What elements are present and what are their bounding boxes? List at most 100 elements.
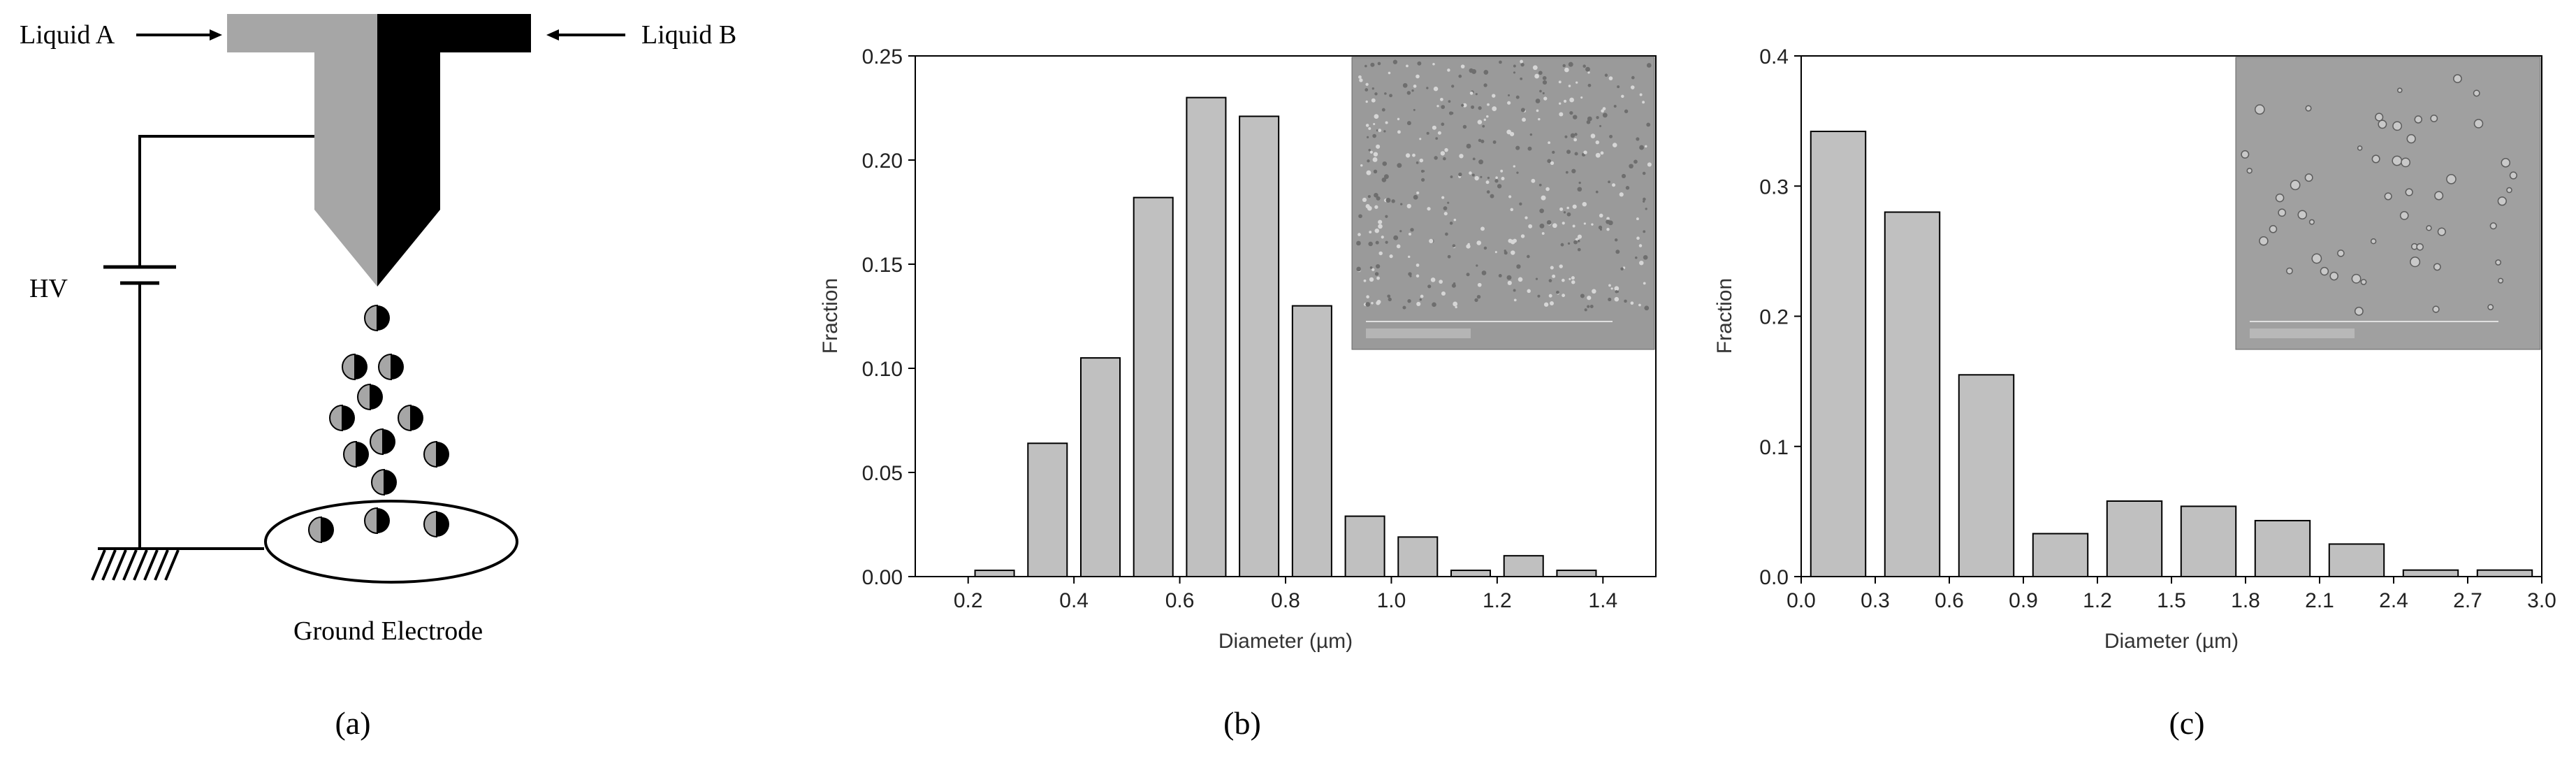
- sem-particle: [2304, 173, 2313, 182]
- sem-particle: [1615, 290, 1618, 294]
- sem-particle: [1420, 169, 1425, 173]
- sem-particle: [1485, 180, 1490, 185]
- sem-particle: [1572, 204, 1577, 209]
- sem-particle: [1383, 130, 1386, 133]
- sem-particle: [1372, 157, 1378, 162]
- sem-particle: [1447, 201, 1450, 204]
- sem-particle: [1441, 291, 1446, 296]
- sem-particle: [1492, 94, 1496, 98]
- sem-particle: [2405, 188, 2413, 196]
- sem-particle: [1393, 235, 1399, 240]
- sem-particle: [1374, 228, 1379, 233]
- sem-particle: [1372, 133, 1376, 138]
- sem-particle: [1413, 85, 1417, 88]
- chart-c-xtick-label: 2.7: [2453, 589, 2482, 612]
- chart-c-ytick-label: 0.3: [1759, 175, 1789, 198]
- sem-particle: [1448, 100, 1451, 103]
- sem-particle: [1638, 244, 1643, 247]
- sem-particle: [1564, 135, 1568, 138]
- sem-particle: [1392, 59, 1398, 64]
- sem-particle: [1542, 92, 1545, 94]
- sem-particle: [1408, 232, 1411, 236]
- sem-particle: [1407, 255, 1411, 259]
- sem-particle: [1416, 161, 1419, 164]
- sem-particle: [1646, 122, 1651, 127]
- sem-particle: [1356, 266, 1361, 272]
- janus-droplet: [398, 404, 423, 432]
- sem-particle: [1447, 254, 1451, 259]
- sem-particle: [1365, 100, 1368, 103]
- sem-particle: [2360, 279, 2367, 285]
- sem-particle: [2255, 104, 2265, 115]
- sem-particle: [2337, 250, 2345, 257]
- sem-particle: [1639, 145, 1644, 150]
- sem-particle: [1539, 223, 1545, 229]
- sem-particle: [1483, 118, 1486, 122]
- chart-b-xtick-label: 0.4: [1059, 589, 1089, 612]
- janus-droplet: [357, 383, 383, 411]
- sem-particle: [1508, 238, 1513, 243]
- chart-c-xtick-label: 0.9: [2009, 589, 2038, 612]
- sem-particle: [1520, 77, 1523, 80]
- sem-particle: [1384, 92, 1387, 95]
- sem-particle: [1369, 150, 1373, 154]
- sem-particle: [1435, 137, 1439, 140]
- sem-particle: [1599, 124, 1602, 127]
- sem-particle: [1449, 222, 1453, 225]
- sem-particle: [1612, 183, 1616, 187]
- sem-particle: [1577, 240, 1580, 243]
- sem-particle: [1434, 156, 1438, 160]
- sem-particle: [1600, 151, 1604, 155]
- sem-particle: [1644, 305, 1650, 311]
- sem-particle: [1490, 194, 1494, 198]
- sem-particle: [1371, 268, 1375, 272]
- sem-particle: [2401, 157, 2411, 168]
- sem-particle: [1360, 164, 1363, 167]
- sem-particle: [1389, 254, 1393, 259]
- ground-symbol: [91, 547, 183, 581]
- sem-particle: [1558, 102, 1562, 105]
- sem-particle: [1471, 105, 1475, 109]
- chart-c-inset-sem: [2235, 57, 2541, 350]
- sem-particle: [1378, 224, 1383, 229]
- sem-particle: [1639, 260, 1644, 266]
- sem-particle: [1377, 62, 1381, 66]
- chart-b: 0.00 0.05 0.10 0.15 0.20 0.25 0.2 0.4 0.6 0.8 1.0 1…: [819, 45, 1657, 653]
- sem-particle: [1545, 187, 1550, 191]
- sem-particle: [1374, 272, 1379, 276]
- sem-particle: [1483, 70, 1489, 75]
- caption-b: (b): [1223, 705, 1261, 741]
- sem-particle: [1513, 165, 1515, 168]
- sem-particle: [1365, 124, 1369, 127]
- sem-particle: [1527, 289, 1531, 294]
- sem-particle: [1548, 279, 1552, 282]
- chart-c-xtick-label: 1.5: [2157, 589, 2186, 612]
- sem-particle: [1416, 74, 1420, 79]
- chart-b-bars: [974, 96, 1597, 578]
- chart-b-bar: [1556, 570, 1597, 577]
- chart-c-bar: [1884, 211, 1941, 577]
- sem-particle: [1542, 75, 1547, 80]
- sem-particle: [1366, 170, 1371, 175]
- sem-particle: [2241, 150, 2250, 159]
- chart-b-xtick-label: 0.6: [1165, 589, 1195, 612]
- sem-particle: [1558, 80, 1562, 84]
- sem-particle: [1573, 240, 1578, 245]
- panel-a-schematic: Liquid A Liquid B HV Ground Electrode: [0, 0, 741, 671]
- chart-c-bar: [2254, 519, 2311, 577]
- sem-particle: [1595, 152, 1601, 158]
- chart-b-bar: [1079, 357, 1121, 577]
- sem-particle: [1381, 108, 1385, 112]
- needle-liquid-b: [377, 14, 531, 287]
- sem-particle: [1443, 157, 1446, 161]
- sem-particle: [1486, 190, 1490, 194]
- sem-particle: [2506, 187, 2512, 194]
- sem-particle: [1606, 217, 1610, 221]
- sem-particle: [1520, 59, 1523, 64]
- sem-particle: [1617, 85, 1620, 89]
- sem-particle: [1638, 303, 1641, 307]
- sem-particle: [2357, 145, 2363, 151]
- sem-particle: [1432, 125, 1436, 130]
- sem-particle: [1513, 289, 1516, 292]
- chart-b-bar: [1344, 515, 1385, 578]
